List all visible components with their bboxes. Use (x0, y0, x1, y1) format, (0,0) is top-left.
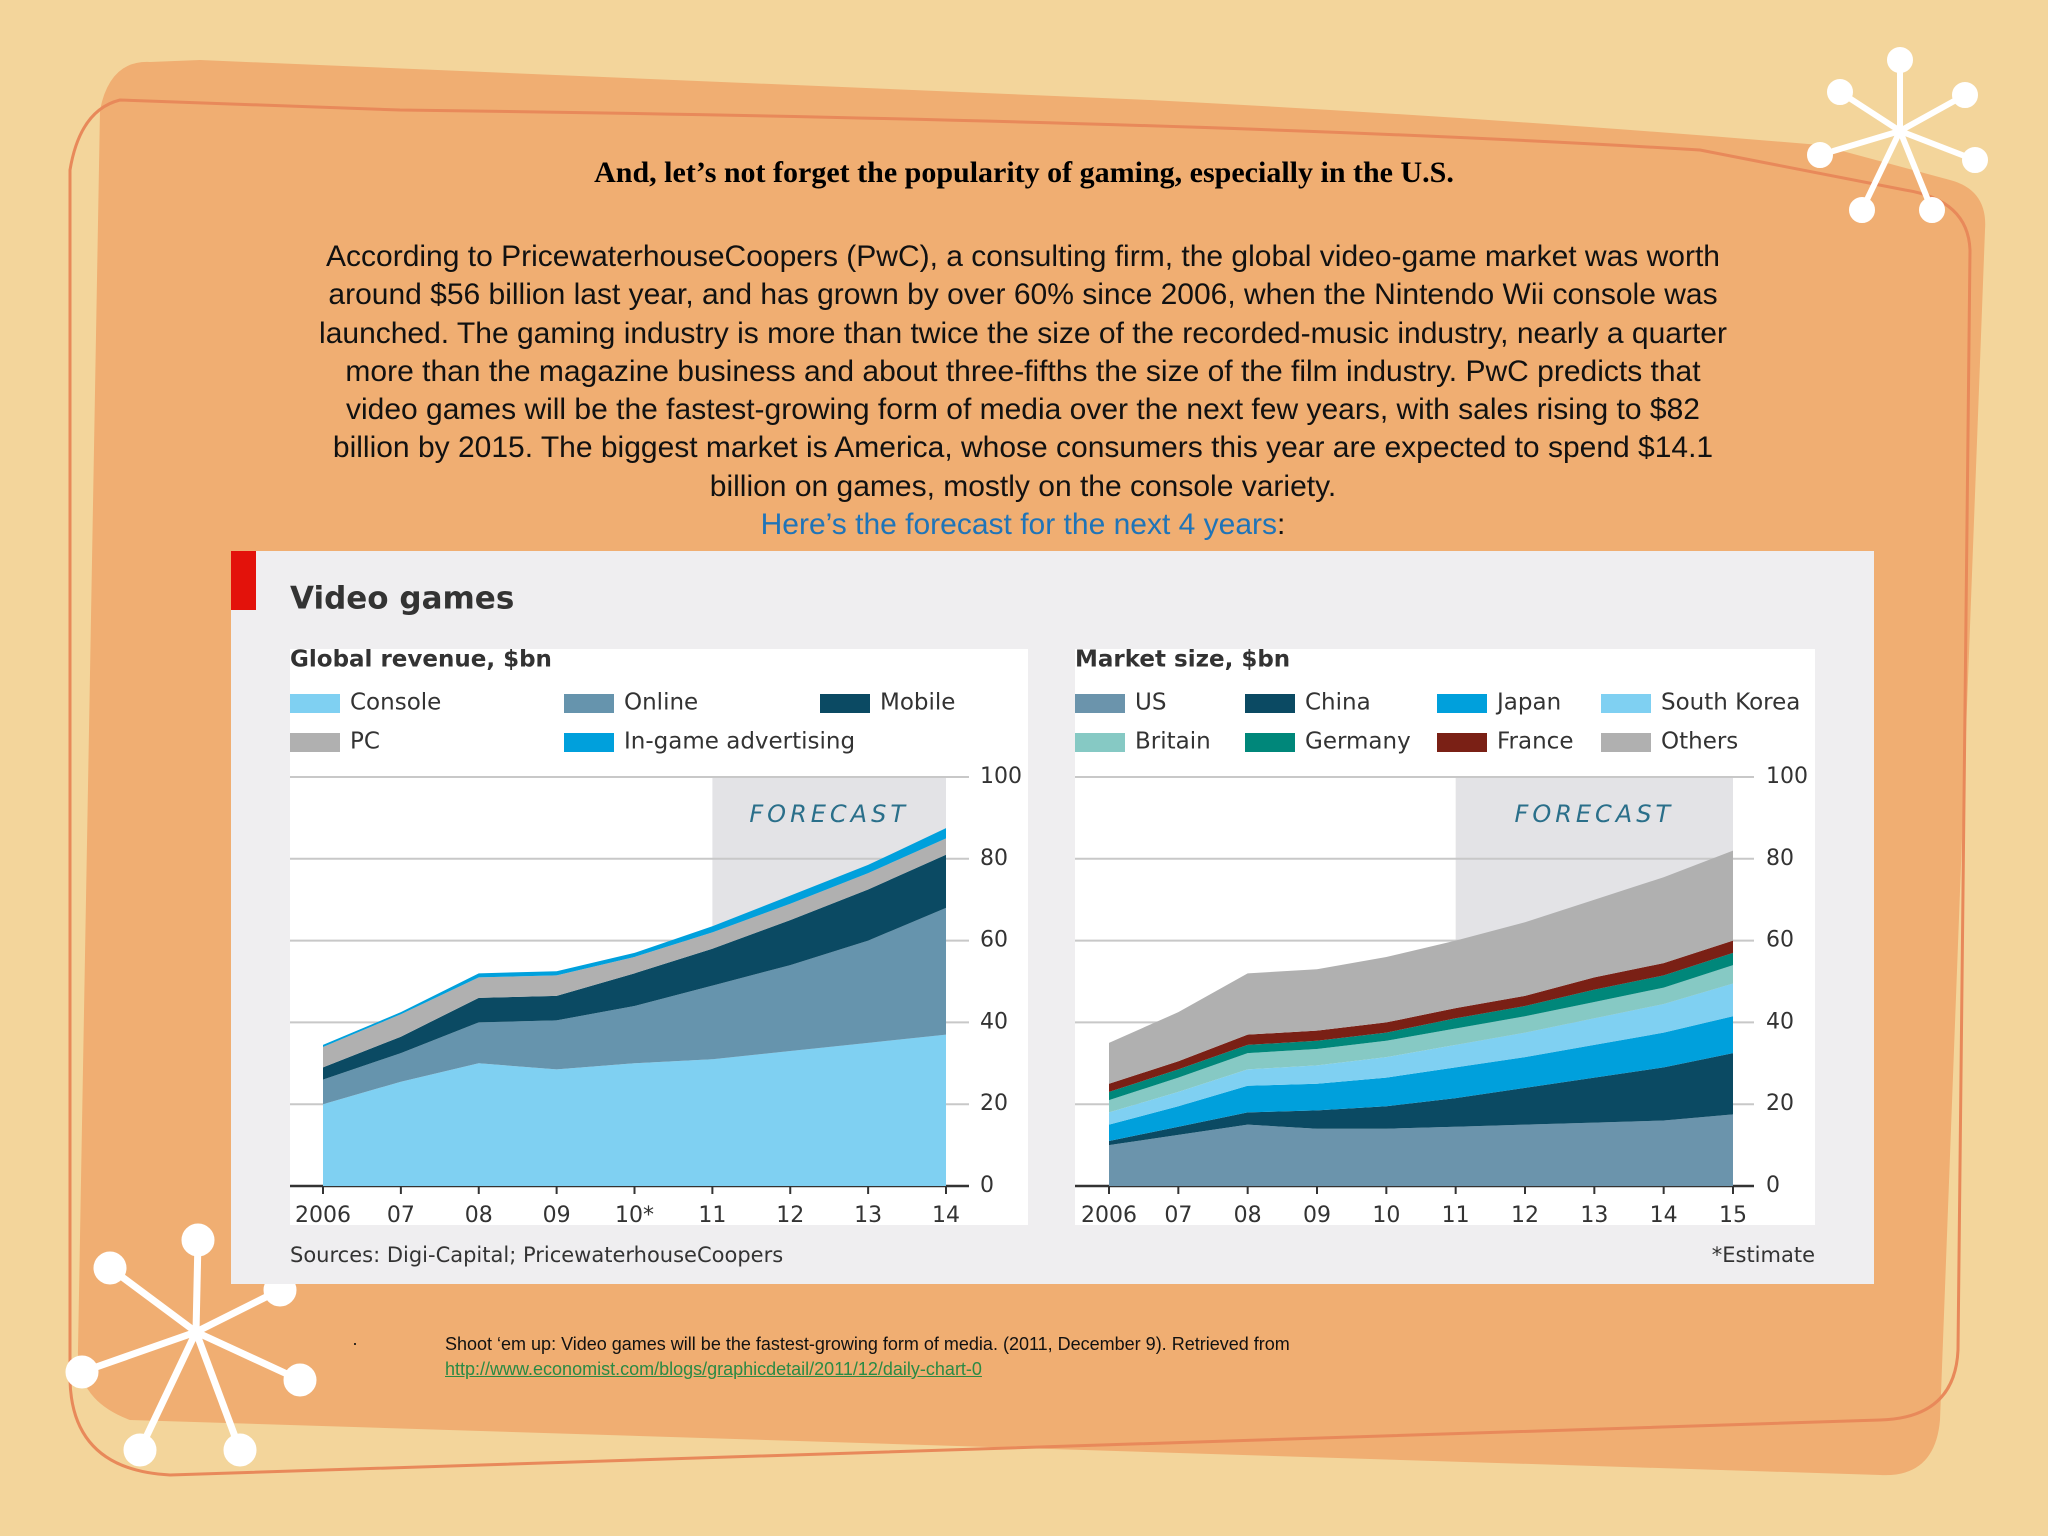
x-tick-label: 09 (1303, 1203, 1331, 1228)
starburst (1807, 47, 1988, 223)
bullet: · (352, 1333, 358, 1353)
legend-swatch (1245, 694, 1295, 713)
y-tick-label: 40 (1766, 1009, 1794, 1034)
area (1109, 850, 1733, 1084)
legend-label: Others (1661, 729, 1738, 755)
area (1109, 983, 1733, 1125)
x-tick-label: 10 (1372, 1203, 1400, 1228)
y-tick-label: 0 (1766, 1173, 1780, 1198)
link[interactable]: Here’s the forecast for the next 4 years (760, 508, 1278, 542)
note: *Estimate (1712, 1243, 1815, 1267)
area (1109, 1053, 1733, 1146)
legend-swatch (1075, 733, 1125, 752)
heading: And, let’s not forget the popularity of … (594, 156, 1454, 189)
x-tick-label: 2006 (295, 1203, 351, 1228)
legend-label: Online (624, 690, 698, 716)
legend-swatch (1601, 694, 1651, 713)
x-tick-label: 08 (1234, 1203, 1262, 1228)
y-tick-label: 80 (1766, 846, 1794, 871)
red-tag (231, 551, 256, 610)
x-tick-label: 09 (543, 1203, 571, 1228)
legend-swatch (1437, 694, 1487, 713)
y-tick-label: 0 (980, 1173, 994, 1198)
legend-label: Britain (1135, 729, 1211, 755)
citation: Shoot ‘em up: Video games will be the fa… (445, 1334, 1290, 1354)
legend-label: Mobile (880, 690, 955, 716)
x-tick-label: 13 (1580, 1203, 1608, 1228)
area (323, 854, 946, 1080)
y-tick-label: 20 (1766, 1091, 1794, 1116)
figure-title: Video games (290, 581, 514, 617)
x-tick-label: 12 (1511, 1203, 1539, 1228)
forecast-label: FORECAST (1515, 800, 1675, 828)
shape-outline (68, 98, 1972, 1477)
legend-label: South Korea (1661, 690, 1800, 716)
url[interactable]: http://www.economist.com/blogs/graphicde… (445, 1359, 982, 1379)
chart-title: Market size, $bn (1075, 647, 1290, 673)
y-tick-label: 100 (980, 764, 1022, 789)
legend-swatch (290, 694, 340, 713)
y-tick-label: 60 (1766, 928, 1794, 953)
chart-title: Global revenue, $bn (290, 647, 552, 673)
link-suffix: : (1277, 508, 1286, 542)
legend-swatch (564, 733, 614, 752)
legend-swatch (290, 733, 340, 752)
x-tick-label: 12 (776, 1203, 804, 1228)
legend-swatch (1245, 733, 1295, 752)
legend-swatch (820, 694, 870, 713)
area (1109, 940, 1733, 1092)
x-tick-label: 07 (387, 1203, 415, 1228)
legend-label: PC (350, 729, 380, 755)
starburst (65, 1223, 317, 1467)
x-tick-label: 11 (698, 1203, 726, 1228)
legend-swatch (1601, 733, 1651, 752)
legend-label: Japan (1495, 690, 1561, 716)
x-tick-label: 13 (854, 1203, 882, 1228)
legend-label: US (1135, 690, 1166, 716)
x-tick-label: 15 (1719, 1203, 1747, 1228)
y-tick-label: 60 (980, 928, 1008, 953)
legend-label: Console (350, 690, 441, 716)
x-tick-label: 11 (1442, 1203, 1470, 1228)
x-tick-label: 08 (465, 1203, 493, 1228)
x-tick-label: 10* (615, 1203, 654, 1228)
x-tick-label: 14 (1650, 1203, 1678, 1228)
y-tick-label: 20 (980, 1091, 1008, 1116)
y-tick-label: 40 (980, 1009, 1008, 1034)
area (1109, 952, 1733, 1101)
x-tick-label: 14 (932, 1203, 960, 1228)
x-tick-label: 2006 (1081, 1203, 1137, 1228)
paragraph: According to PricewaterhouseCoopers (PwC… (319, 240, 1727, 503)
area (323, 1034, 946, 1186)
legend-swatch (1075, 694, 1125, 713)
legend-label: France (1497, 729, 1573, 755)
x-tick-label: 07 (1164, 1203, 1192, 1228)
area (1109, 1114, 1733, 1186)
legend-label: China (1305, 690, 1371, 716)
y-tick-label: 80 (980, 846, 1008, 871)
y-tick-label: 100 (1766, 764, 1808, 789)
legend-swatch (564, 694, 614, 713)
area (1109, 1016, 1733, 1142)
legend-swatch (1437, 733, 1487, 752)
forecast-label: FORECAST (749, 800, 909, 828)
legend-label: In-game advertising (624, 729, 855, 755)
body-text: According to PricewaterhouseCoopers (PwC… (308, 238, 1738, 544)
source: Sources: Digi-Capital; PricewaterhouseCo… (290, 1243, 783, 1267)
legend-label: Germany (1305, 729, 1411, 755)
area (1109, 965, 1733, 1113)
